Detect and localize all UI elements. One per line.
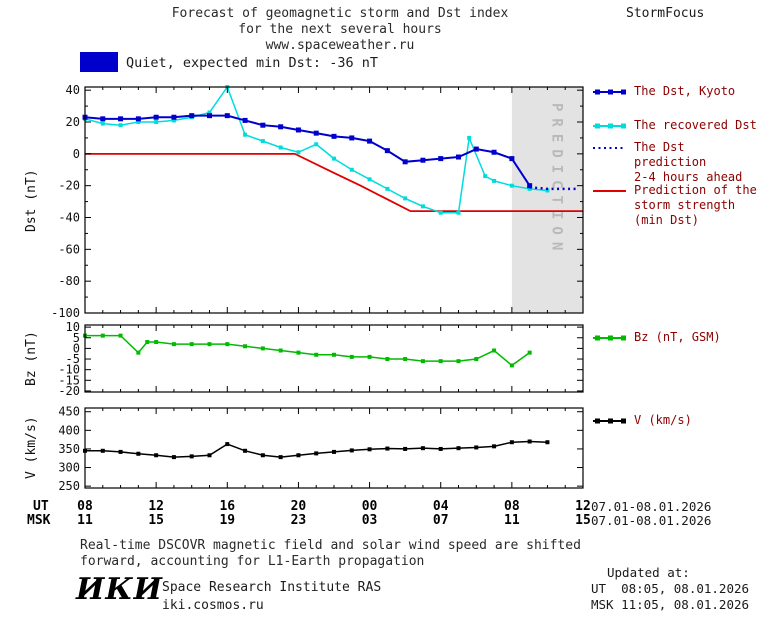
iki-logo: ИКИ: [76, 572, 163, 607]
svg-text:0: 0: [73, 147, 80, 161]
legend-marker-bz-icon: [593, 335, 626, 341]
institute-name: Space Research Institute RAS: [162, 580, 382, 595]
legend-entry-bz: Bz (nT, GSM): [592, 330, 758, 345]
svg-text:350: 350: [58, 442, 80, 456]
legend-label-storm-strength: Prediction of the storm strength (min Ds…: [634, 183, 757, 227]
svg-text:-80: -80: [58, 274, 80, 288]
msk-hour-label: 03: [361, 513, 378, 528]
legend-marker-recovered-dst-icon: [593, 123, 626, 129]
page-title-line2: for the next several hours: [238, 22, 442, 37]
institute-site: iki.cosmos.ru: [162, 598, 264, 613]
ut-hour-label: 12: [575, 499, 591, 514]
v-chart: 450 400 350 300 250: [58, 405, 584, 493]
ut-hour-label: 20: [290, 499, 307, 514]
ut-axis-label: UT: [33, 499, 49, 514]
svg-text:-40: -40: [58, 211, 80, 225]
svg-text:-60: -60: [58, 242, 80, 256]
svg-text:5: 5: [73, 331, 80, 345]
ut-hour-label: 04: [432, 499, 449, 514]
bz-axis-label: Bz (nT): [24, 331, 39, 386]
svg-text:-20: -20: [58, 384, 80, 398]
date-range-ut: 07.01-08.01.2026: [591, 499, 712, 514]
updated-ut: UT 08:05, 08.01.2026: [591, 581, 750, 596]
svg-text:300: 300: [58, 461, 80, 475]
msk-hour-label: 15: [575, 513, 591, 528]
ut-hour-label: 08: [77, 499, 93, 514]
legend-entry-storm-strength: Prediction of the storm strength (min Ds…: [592, 183, 758, 228]
footnote-line1: Real-time DSCOVR magnetic field and sola…: [80, 538, 581, 553]
legend-marker-dst-kyoto-icon: [593, 89, 626, 95]
svg-text:-5: -5: [66, 352, 80, 366]
dst-chart: PREDICTION 40 20 0 -20 -40 -60 -80 -100: [51, 83, 584, 320]
date-range-msk: 07.01-08.01.2026: [591, 513, 712, 528]
svg-text:0: 0: [73, 341, 80, 355]
legend-marker-dst-prediction-icon: [593, 147, 626, 149]
msk-axis-label: MSK: [27, 513, 51, 528]
updated-msk: MSK 11:05, 08.01.2026: [591, 597, 750, 612]
page-title-line1: Forecast of geomagnetic storm and Dst in…: [171, 6, 509, 21]
svg-text:-10: -10: [58, 363, 80, 377]
status-swatch: [80, 52, 118, 72]
ut-hour-label: 16: [219, 499, 236, 514]
svg-text:450: 450: [58, 405, 80, 419]
ut-hour-label: 08: [504, 499, 520, 514]
legend-entry-dst-kyoto: The Dst, Kyoto: [592, 84, 758, 99]
legend-label-bz: Bz (nT, GSM): [634, 330, 721, 344]
msk-hour-label: 11: [77, 513, 93, 528]
msk-hour-label: 15: [148, 513, 164, 528]
updated-label: Updated at:: [607, 565, 690, 580]
footnote-line2: forward, accounting for L1-Earth propaga…: [80, 554, 425, 569]
svg-text:PREDICTION: PREDICTION: [548, 103, 564, 257]
ut-hour-label: 00: [361, 499, 378, 514]
brand-stormfocus: StormFocus: [626, 6, 705, 21]
msk-hour-label: 23: [290, 513, 307, 528]
page-title-url: www.spaceweather.ru: [265, 38, 415, 53]
svg-text:-100: -100: [51, 306, 80, 320]
status-text: Quiet, expected min Dst: -36 nT: [126, 55, 378, 71]
legend-entry-v: V (km/s): [592, 413, 758, 428]
svg-text:20: 20: [66, 115, 80, 129]
msk-hour-label: 11: [504, 513, 520, 528]
svg-text:-15: -15: [58, 373, 80, 387]
legend-entry-dst-prediction: The Dst prediction 2-4 hours ahead: [592, 140, 758, 185]
dst-axis-label: Dst (nT): [24, 169, 39, 232]
legend-label-v: V (km/s): [634, 413, 692, 427]
legend-marker-v-icon: [593, 418, 626, 424]
legend-label-dst-prediction: The Dst prediction 2-4 hours ahead: [634, 140, 743, 184]
legend-entry-recovered-dst: The recovered Dst: [592, 118, 758, 133]
svg-text:400: 400: [58, 423, 80, 437]
ut-hour-label: 12: [148, 499, 164, 514]
v-axis-label: V (km/s): [24, 416, 39, 479]
msk-hour-label: 07: [432, 513, 449, 528]
svg-text:-20: -20: [58, 179, 80, 193]
legend-marker-storm-strength-icon: [593, 190, 626, 192]
svg-text:250: 250: [58, 479, 80, 493]
svg-text:40: 40: [66, 83, 80, 97]
legend-label-recovered-dst: The recovered Dst: [634, 118, 757, 132]
svg-text:10: 10: [66, 320, 80, 334]
msk-hour-label: 19: [219, 513, 236, 528]
legend-label-dst-kyoto: The Dst, Kyoto: [634, 84, 736, 98]
